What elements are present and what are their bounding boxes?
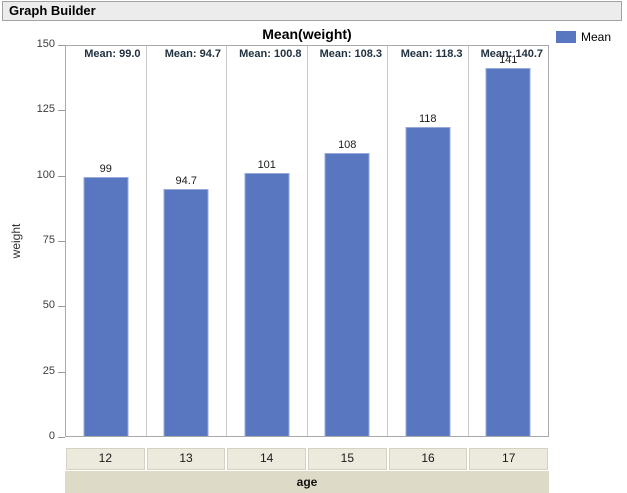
bar-value-label: 118 — [418, 113, 437, 125]
plot-area[interactable]: 99 Mean: 99.0 94.7 Mean: 94.7 101 Mean: 100.8… — [65, 45, 549, 437]
x-category-17[interactable]: 17 — [469, 448, 549, 470]
panel-caption: Mean: 108.3 — [319, 48, 382, 60]
y-tick-label: 75 — [42, 234, 55, 246]
x-category-13[interactable]: 13 — [146, 448, 226, 470]
panel-caption: Mean: 140.7 — [480, 48, 543, 60]
bar-value-label: 108 — [338, 139, 357, 151]
age-panel-12: 99 Mean: 99.0 — [66, 46, 147, 436]
age-panel-14: 101 Mean: 100.8 — [227, 46, 308, 436]
chart-title: Mean(weight) — [262, 26, 352, 42]
bar-value-label: 101 — [257, 159, 276, 171]
x-axis-label-strip: age — [65, 471, 549, 493]
y-tick-label: 125 — [36, 103, 55, 115]
y-tick-label: 150 — [36, 38, 55, 50]
legend-label: Mean — [581, 30, 612, 44]
panel-caption: Mean: 94.7 — [164, 48, 221, 60]
mean-bar-age-17[interactable] — [485, 68, 531, 436]
legend: Mean — [556, 30, 611, 44]
y-tick-label: 50 — [42, 299, 55, 311]
y-tick-label: 25 — [42, 365, 55, 377]
mean-bar-age-15[interactable] — [324, 153, 370, 436]
x-category-12[interactable]: 12 — [66, 448, 145, 470]
y-tick-mark — [58, 306, 65, 307]
bar-value-label: 94.7 — [175, 175, 197, 187]
panel-caption: Mean: 118.3 — [400, 48, 463, 60]
y-tick-mark — [58, 241, 65, 242]
mean-bar-age-13[interactable] — [163, 189, 209, 436]
x-category-14[interactable]: 14 — [227, 448, 307, 470]
age-panel-13: 94.7 Mean: 94.7 — [147, 46, 227, 436]
age-panel-15: 108 Mean: 108.3 — [308, 46, 388, 436]
age-panel-16: 118 Mean: 118.3 — [388, 46, 469, 436]
y-tick-mark — [58, 110, 65, 111]
mean-bar-age-12[interactable] — [83, 177, 129, 436]
y-tick-mark — [58, 176, 65, 177]
panel-caption: Mean: 100.8 — [239, 48, 302, 60]
panel-caption: Mean: 99.0 — [84, 48, 141, 60]
bar-value-label: 141 — [499, 54, 518, 66]
y-axis-label: weight — [9, 223, 23, 259]
outline-titlebar[interactable]: Graph Builder — [2, 1, 622, 21]
window-title: Graph Builder — [9, 3, 96, 18]
bar-value-label: 99 — [99, 163, 112, 175]
mean-bar-age-16[interactable] — [405, 127, 451, 436]
y-tick-mark — [58, 45, 65, 46]
y-tick-mark — [58, 437, 65, 438]
y-tick-label: 100 — [36, 169, 55, 181]
y-tick-mark — [58, 372, 65, 373]
x-category-15[interactable]: 15 — [308, 448, 387, 470]
x-category-16[interactable]: 16 — [388, 448, 468, 470]
y-tick-label: 0 — [48, 430, 55, 442]
mean-bar-age-14[interactable] — [244, 173, 290, 436]
x-axis-categories: 12 13 14 15 16 17 — [65, 448, 549, 470]
legend-color-swatch[interactable] — [556, 31, 576, 43]
x-axis-label: age — [296, 475, 318, 489]
age-panel-17: 141 Mean: 140.7 — [469, 46, 549, 436]
